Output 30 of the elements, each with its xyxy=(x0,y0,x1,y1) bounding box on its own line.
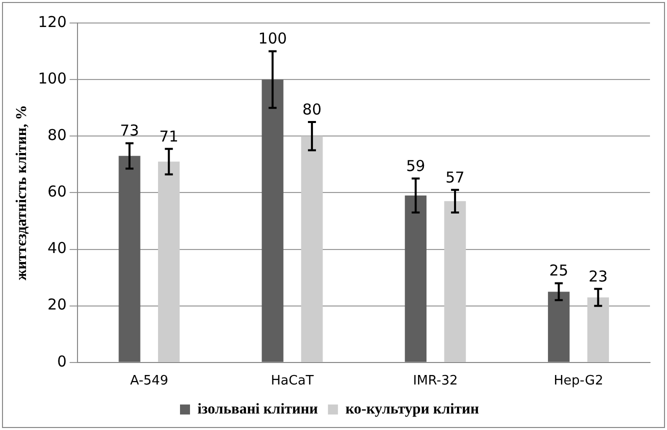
bar xyxy=(158,162,180,362)
x-tick-label: Hep-G2 xyxy=(554,374,604,389)
data-label: 100 xyxy=(258,30,287,48)
bar xyxy=(262,80,284,362)
bar xyxy=(301,136,323,362)
y-tick-label: 40 xyxy=(48,239,67,258)
data-label: 59 xyxy=(406,156,426,175)
y-tick-label: 80 xyxy=(48,126,67,144)
data-label: 73 xyxy=(120,122,140,140)
bar xyxy=(118,156,140,362)
data-label: 25 xyxy=(549,262,568,280)
legend-label: ізольвані клітини xyxy=(198,401,318,418)
y-tick-label: 120 xyxy=(38,12,67,31)
x-tick-label: IMR-32 xyxy=(412,374,458,389)
y-axis-title: життєздатність клітин, % xyxy=(14,104,30,280)
x-tick-label: HaCaT xyxy=(270,374,314,389)
data-label: 57 xyxy=(445,168,465,186)
data-label: 71 xyxy=(159,127,178,146)
x-tick-label: A-549 xyxy=(130,374,168,389)
bar xyxy=(444,201,466,362)
bar xyxy=(404,196,427,362)
y-tick-label: 0 xyxy=(57,352,67,370)
y-tick-label: 60 xyxy=(48,182,67,201)
bar xyxy=(587,297,609,362)
y-tick-label: 20 xyxy=(48,296,67,314)
data-label: 80 xyxy=(302,100,322,118)
legend-label: ко-культури клітин xyxy=(345,401,480,418)
data-label: 23 xyxy=(588,267,608,286)
bar xyxy=(548,292,570,362)
y-tick-label: 100 xyxy=(38,69,67,88)
